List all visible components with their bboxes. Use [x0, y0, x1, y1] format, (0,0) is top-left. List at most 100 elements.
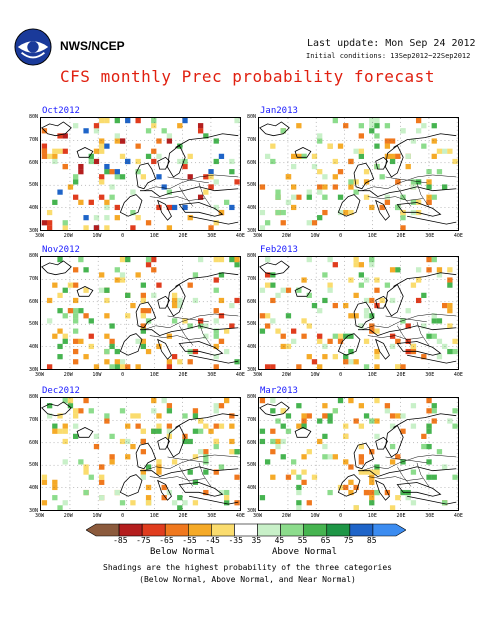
shading-cell: [322, 454, 328, 460]
coastline: [375, 479, 390, 501]
shading-cell: [41, 220, 48, 226]
shading-cell: [296, 423, 302, 429]
shading-cell: [363, 169, 370, 175]
shading-cell: [145, 257, 152, 263]
shading-cell: [285, 199, 292, 205]
shading-cell: [213, 343, 219, 350]
shading-cell: [119, 153, 126, 159]
shading-cell: [264, 459, 271, 465]
shading-cell: [431, 318, 437, 324]
legend-value-label: 75: [343, 536, 354, 545]
shading-cell: [270, 318, 276, 324]
shading-cell: [78, 338, 84, 344]
shading-cell: [431, 257, 437, 263]
shading-cell: [213, 423, 219, 429]
shading-cell: [296, 403, 302, 409]
shading-cell: [73, 267, 79, 273]
shading-cell: [73, 308, 79, 314]
shading-cell: [415, 118, 422, 124]
coastline: [189, 215, 239, 225]
panel-title: Feb2013: [260, 245, 298, 255]
shading-cell: [421, 443, 427, 450]
shading-cell: [145, 262, 152, 268]
coastline: [337, 333, 361, 356]
shading-cell: [348, 398, 354, 404]
shading-cell: [332, 408, 338, 414]
lon-tick-label: 10E: [149, 513, 159, 519]
shading-cell: [306, 220, 312, 226]
coastline: [178, 482, 224, 497]
shading-cell: [213, 138, 219, 144]
coastline: [353, 162, 375, 190]
shading-cell: [317, 338, 323, 344]
shading-cell: [73, 123, 79, 129]
shading-cell: [218, 489, 225, 496]
shading-cell: [203, 489, 209, 496]
coastline: [175, 133, 239, 148]
shading-cell: [369, 449, 375, 455]
shading-cell: [182, 438, 188, 445]
shading-cell: [389, 297, 396, 304]
shading-cell: [187, 174, 193, 180]
shading-cell: [229, 158, 235, 165]
shading-cell: [447, 418, 453, 424]
shading-cell: [88, 199, 94, 205]
shading-cell: [78, 308, 84, 314]
shading-cell: [234, 359, 240, 365]
shading-cell: [452, 408, 458, 414]
shading-cell: [119, 257, 126, 263]
lat-tick-label: 70N: [247, 275, 257, 282]
shading-cell: [187, 323, 193, 329]
shading-cell: [421, 323, 427, 329]
shading-cell: [171, 459, 178, 465]
shading-cell: [114, 359, 120, 365]
shading-cell: [213, 308, 219, 314]
coastline: [375, 199, 390, 221]
shading-cell: [410, 500, 417, 506]
shading-cell: [442, 302, 448, 309]
shading-cell: [452, 423, 458, 429]
panel-title: Oct2012: [42, 106, 80, 116]
country-border: [367, 335, 423, 340]
shading-cell: [203, 133, 209, 139]
panel-title: Dec2012: [42, 386, 80, 396]
shading-cell: [182, 318, 188, 324]
shading-cell: [192, 413, 199, 419]
shading-cell: [353, 484, 359, 491]
coastline: [140, 325, 239, 337]
shading-cell: [421, 123, 427, 129]
shading-cell: [62, 148, 68, 154]
shading-cell: [114, 277, 120, 283]
country-border: [167, 176, 209, 184]
country-border: [143, 313, 239, 330]
shading-cell: [104, 348, 110, 355]
legend-value-label: 65: [320, 536, 331, 545]
shading-cell: [73, 297, 79, 304]
lat-tick-label: 30N: [29, 367, 39, 373]
shading-cell: [270, 438, 276, 445]
country-border: [167, 315, 209, 323]
shading-cell: [275, 418, 281, 424]
shading-cell: [52, 484, 58, 491]
shading-cell: [197, 123, 204, 129]
shading-cell: [327, 418, 333, 424]
shading-cell: [171, 318, 178, 324]
forecast-panel-feb2013: Feb2013 80N 70N 60N 50N 40N 30N 30W 20W 10W 0 10E 20…: [247, 245, 463, 378]
shading-cell: [322, 433, 328, 439]
shading-cell: [332, 174, 338, 180]
shading-cell: [234, 118, 240, 124]
legend-swatch: [349, 523, 374, 537]
shading-cell: [151, 123, 157, 129]
shading-cell: [208, 174, 214, 180]
shading-cell: [363, 308, 370, 314]
shading-cell: [213, 333, 219, 339]
shading-cell: [327, 257, 333, 263]
lon-tick-label: 40E: [235, 372, 245, 378]
shading-cell: [311, 163, 318, 170]
shading-cell: [296, 194, 302, 200]
shading-cell: [374, 364, 380, 369]
lon-tick-label: 20E: [396, 372, 406, 378]
shading-cell: [264, 153, 271, 159]
shading-cell: [431, 313, 437, 319]
shading-cell: [224, 398, 230, 404]
